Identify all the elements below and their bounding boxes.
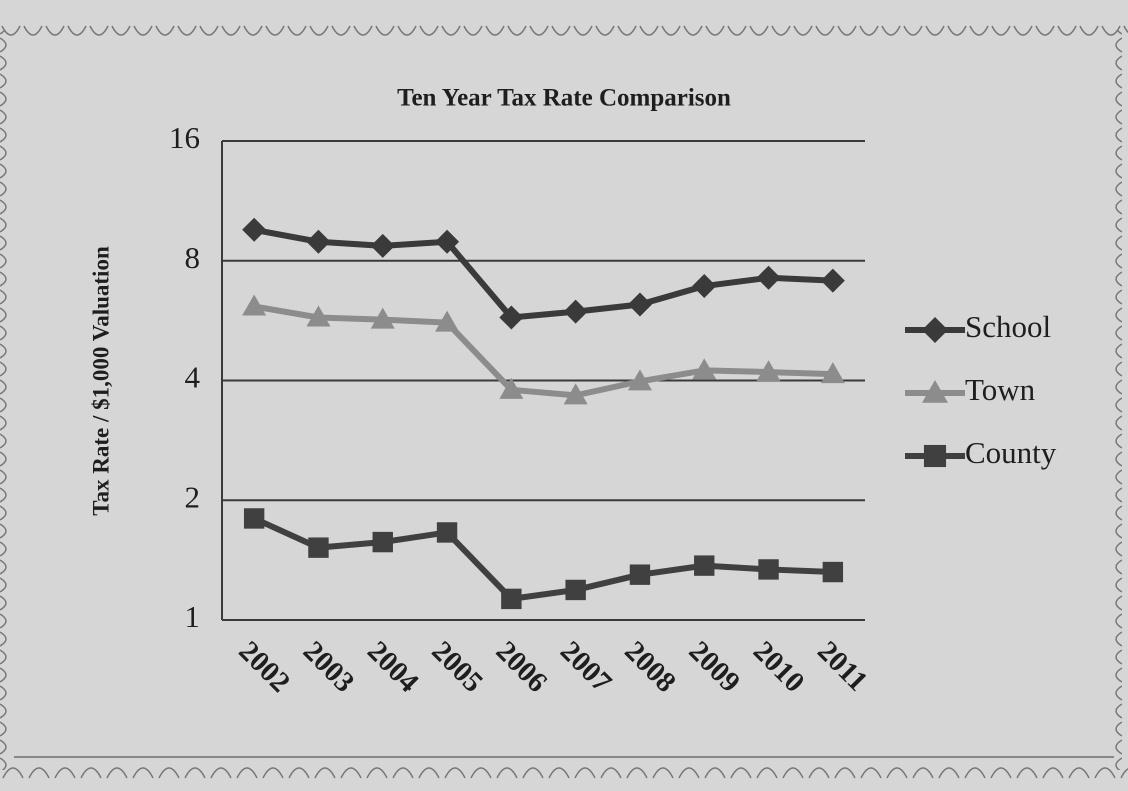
series-line bbox=[253, 226, 833, 321]
legend-label: School bbox=[965, 309, 1051, 344]
data-point bbox=[243, 508, 265, 529]
legend-label: Town bbox=[965, 372, 1036, 407]
data-point bbox=[436, 522, 458, 543]
legend-label: County bbox=[965, 435, 1057, 470]
data-point bbox=[694, 555, 715, 576]
data-point bbox=[242, 294, 267, 316]
data-point bbox=[308, 537, 329, 558]
data-point bbox=[627, 369, 652, 391]
y-tick-label: 1 bbox=[185, 599, 201, 634]
data-point bbox=[563, 383, 588, 405]
data-point bbox=[370, 233, 395, 258]
frame-left bbox=[0, 30, 14, 770]
data-point bbox=[820, 268, 845, 293]
data-point bbox=[822, 561, 844, 583]
y-tick-label: 2 bbox=[185, 479, 201, 514]
legend-marker bbox=[923, 444, 947, 468]
data-point bbox=[563, 299, 588, 324]
series-line bbox=[252, 515, 833, 602]
legend-marker bbox=[922, 317, 948, 343]
data-point bbox=[499, 305, 524, 330]
data-point bbox=[758, 559, 779, 580]
data-point bbox=[501, 588, 522, 610]
data-point bbox=[306, 305, 331, 327]
data-point bbox=[627, 292, 652, 317]
data-point bbox=[242, 217, 267, 242]
data-point bbox=[306, 229, 331, 254]
frame-bottom bbox=[0, 766, 1128, 791]
data-point bbox=[692, 358, 717, 380]
data-point bbox=[756, 360, 781, 382]
chart-title: Ten Year Tax Rate Comparison bbox=[397, 85, 731, 112]
legend-marker bbox=[922, 380, 948, 403]
data-point bbox=[565, 579, 586, 601]
data-point bbox=[692, 274, 717, 299]
y-tick-label: 4 bbox=[185, 360, 201, 395]
data-point bbox=[629, 564, 651, 585]
data-point bbox=[756, 265, 781, 290]
y-axis-label: Tax Rate / $1,000 Valuation bbox=[88, 246, 113, 516]
data-point bbox=[435, 310, 460, 332]
data-point bbox=[499, 377, 524, 399]
y-tick-label: 16 bbox=[169, 120, 200, 155]
data-point bbox=[370, 307, 395, 329]
data-point bbox=[372, 531, 393, 553]
series-line bbox=[253, 303, 833, 399]
frame-right bbox=[1114, 30, 1128, 770]
frame-top bbox=[0, 16, 1128, 40]
data-point bbox=[820, 362, 845, 384]
data-point bbox=[435, 229, 460, 254]
y-tick-label: 8 bbox=[185, 240, 201, 275]
